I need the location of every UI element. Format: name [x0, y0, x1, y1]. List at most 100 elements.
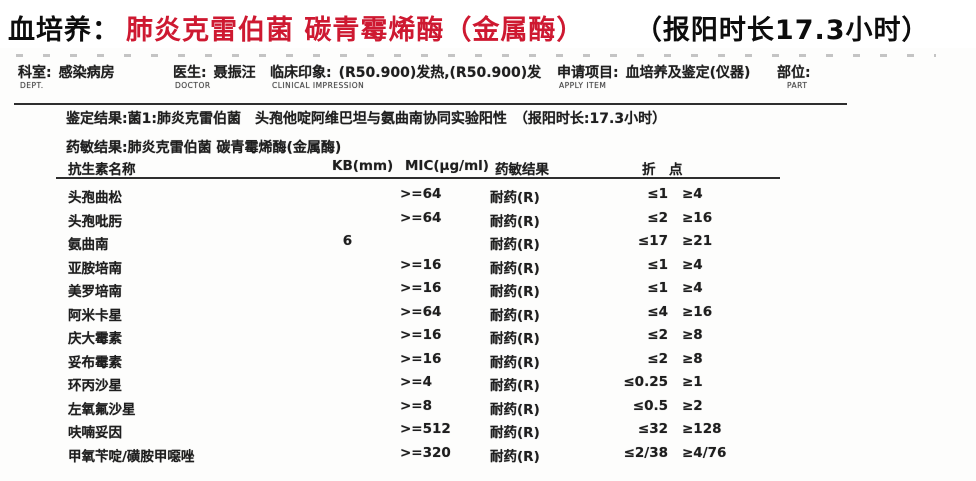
table-row: 氨曲南 6 耐药(R) ≤17 ≥21	[0, 230, 976, 254]
mic-value-cell: >=16	[400, 327, 442, 343]
mic-value-cell: >=16	[400, 256, 442, 273]
antibiotic-name-cell: 左氧氟沙星	[68, 401, 136, 418]
breakpoint-low-cell: ≤2	[647, 327, 668, 343]
antibiotic-name-cell: 甲氧苄啶/磺胺甲噁唑	[68, 448, 195, 465]
result-cell: 耐药(R)	[490, 260, 540, 277]
result-cell: 耐药(R)	[490, 425, 540, 441]
slide-title: 血培养： 肺炎克雷伯菌 碳青霉烯酶（金属酶） （报阳时长17.3小时）	[8, 8, 930, 47]
antibiotic-name-cell: 头孢曲松	[68, 190, 122, 206]
breakpoint-high-cell: ≥21	[682, 233, 713, 249]
mic-value-cell: >=16	[400, 350, 442, 367]
antibiotic-name-cell: 亚胺培南	[68, 260, 122, 277]
kb-value-cell: 6	[342, 233, 353, 249]
field-sublabel: PART	[787, 81, 808, 90]
mic-value-cell: >=64	[400, 186, 442, 202]
breakpoint-low-cell: ≤2	[647, 209, 668, 226]
mic-value-cell: >=16	[400, 280, 442, 296]
result-cell: 耐药(R)	[490, 401, 540, 418]
report-document: 科室: 感染病房 DEPT. 医生: 聂振汪 DOCTOR 临床印象: (R50.90…	[0, 48, 976, 481]
breakpoint-high-cell: ≥4	[682, 280, 703, 296]
report-header-row: 科室: 感染病房 DEPT. 医生: 聂振汪 DOCTOR 临床印象: (R50.90…	[0, 62, 976, 102]
table-row: 阿米卡星 >=64 耐药(R) ≤4 ≥16	[0, 301, 976, 325]
table-row: 头孢吡肟 >=64 耐药(R) ≤2 ≥16	[0, 207, 976, 231]
mic-value-cell: >=320	[400, 444, 451, 461]
field-label: 科室:	[18, 65, 52, 81]
breakpoint-low-cell: ≤0.5	[632, 397, 668, 414]
breakpoint-low-cell: ≤1	[647, 256, 668, 273]
field-value: 感染病房	[58, 65, 115, 81]
header-field-doctor: 医生: 聂振汪 DOCTOR	[173, 62, 256, 90]
mic-value-cell: >=64	[400, 303, 442, 320]
breakpoint-low-cell: ≤2/38	[623, 444, 668, 461]
susceptibility-table-header: 抗生素名称 KB(mm) MIC(μg/ml) 药敏结果 折 点	[0, 158, 976, 178]
breakpoint-high-cell: ≥4/76	[682, 444, 727, 461]
breakpoint-high-cell: ≥4	[682, 256, 703, 273]
susceptibility-result-line: 药敏结果:肺炎克雷伯菌 碳青霉烯酶(金属酶)	[66, 140, 342, 156]
result-cell: 耐药(R)	[490, 307, 540, 324]
antibiotic-name-cell: 妥布霉素	[68, 354, 122, 371]
header-field-apply-item: 申请项目: 血培养及鉴定(仪器) APPLY ITEM	[557, 62, 751, 90]
breakpoint-low-cell: ≤0.25	[623, 374, 668, 390]
result-cell: 耐药(R)	[490, 284, 540, 300]
breakpoint-high-cell: ≥16	[682, 303, 713, 320]
antibiotic-name-cell: 美罗培南	[68, 284, 122, 300]
field-label: 临床印象:	[270, 65, 332, 81]
header-field-clinical-impression: 临床印象: (R50.900)发热,(R50.900)发 CLINICAL IMP…	[270, 62, 542, 90]
result-cell: 耐药(R)	[490, 331, 540, 347]
cropped-text-artifact	[16, 54, 936, 57]
header-field-dept: 科室: 感染病房 DEPT.	[18, 62, 115, 90]
field-label: 医生:	[173, 65, 207, 81]
breakpoint-high-cell: ≥2	[682, 397, 703, 414]
breakpoint-low-cell: ≤1	[647, 186, 668, 202]
title-specimen-type: 血培养：	[8, 15, 120, 46]
table-row: 头孢曲松 >=64 耐药(R) ≤1 ≥4	[0, 183, 976, 207]
table-header-divider-line	[56, 177, 780, 179]
column-header-breakpoint: 折 点	[642, 162, 683, 178]
breakpoint-low-cell: ≤1	[647, 280, 668, 296]
antibiotic-name-cell: 环丙沙星	[68, 378, 122, 394]
table-row: 左氧氟沙星 >=8 耐药(R) ≤0.5 ≥2	[0, 395, 976, 419]
table-row: 甲氧苄啶/磺胺甲噁唑 >=320 耐药(R) ≤2/38 ≥4/76	[0, 442, 976, 466]
field-sublabel: CLINICAL IMPRESSION	[272, 81, 365, 90]
table-row: 妥布霉素 >=16 耐药(R) ≤2 ≥8	[0, 348, 976, 372]
antibiotic-name-cell: 氨曲南	[68, 237, 109, 253]
mic-value-cell: >=64	[400, 209, 442, 226]
header-field-part: 部位: PART	[777, 62, 818, 90]
breakpoint-low-cell: ≤32	[637, 421, 668, 437]
mic-value-cell: >=512	[400, 421, 451, 437]
column-header-result: 药敏结果	[495, 162, 549, 178]
breakpoint-high-cell: ≥8	[682, 327, 703, 343]
title-positivity-time: （报阳时长17.3小时）	[648, 15, 930, 46]
breakpoint-high-cell: ≥16	[682, 209, 713, 226]
column-header-kb: KB(mm)	[332, 158, 394, 174]
antibiotic-name-cell: 庆大霉素	[68, 331, 122, 347]
field-value: 聂振汪	[213, 65, 256, 81]
breakpoint-high-cell: ≥8	[682, 350, 703, 367]
result-cell: 耐药(R)	[490, 448, 540, 465]
title-organism: 肺炎克雷伯菌 碳青霉烯酶（金属酶）	[126, 15, 585, 46]
field-label: 申请项目:	[557, 65, 619, 81]
result-cell: 耐药(R)	[490, 378, 540, 394]
column-header-antibiotic: 抗生素名称	[68, 162, 136, 178]
field-sublabel: APPLY ITEM	[559, 81, 607, 90]
field-value: (R50.900)发热,(R50.900)发	[338, 65, 542, 81]
breakpoint-high-cell: ≥4	[682, 186, 703, 202]
result-cell: 耐药(R)	[490, 190, 540, 206]
result-cell: 耐药(R)	[490, 237, 540, 253]
breakpoint-high-cell: ≥128	[682, 421, 722, 437]
field-sublabel: DOCTOR	[175, 81, 211, 90]
antibiotic-name-cell: 阿米卡星	[68, 307, 122, 324]
table-row: 呋喃妥因 >=512 耐药(R) ≤32 ≥128	[0, 418, 976, 442]
column-header-mic: MIC(μg/ml)	[405, 158, 489, 174]
breakpoint-low-cell: ≤2	[647, 350, 668, 367]
field-label: 部位:	[777, 65, 811, 81]
breakpoint-high-cell: ≥1	[682, 374, 703, 390]
table-row: 庆大霉素 >=16 耐药(R) ≤2 ≥8	[0, 324, 976, 348]
breakpoint-low-cell: ≤4	[647, 303, 668, 320]
header-divider-line	[14, 103, 847, 105]
result-cell: 耐药(R)	[490, 354, 540, 371]
antibiotic-name-cell: 头孢吡肟	[68, 213, 122, 230]
identification-result-line: 鉴定结果:菌1:肺炎克雷伯菌 头孢他啶阿维巴坦与氨曲南协同实验阳性 （报阳时长:…	[66, 111, 667, 127]
field-value: 血培养及鉴定(仪器)	[625, 65, 751, 81]
